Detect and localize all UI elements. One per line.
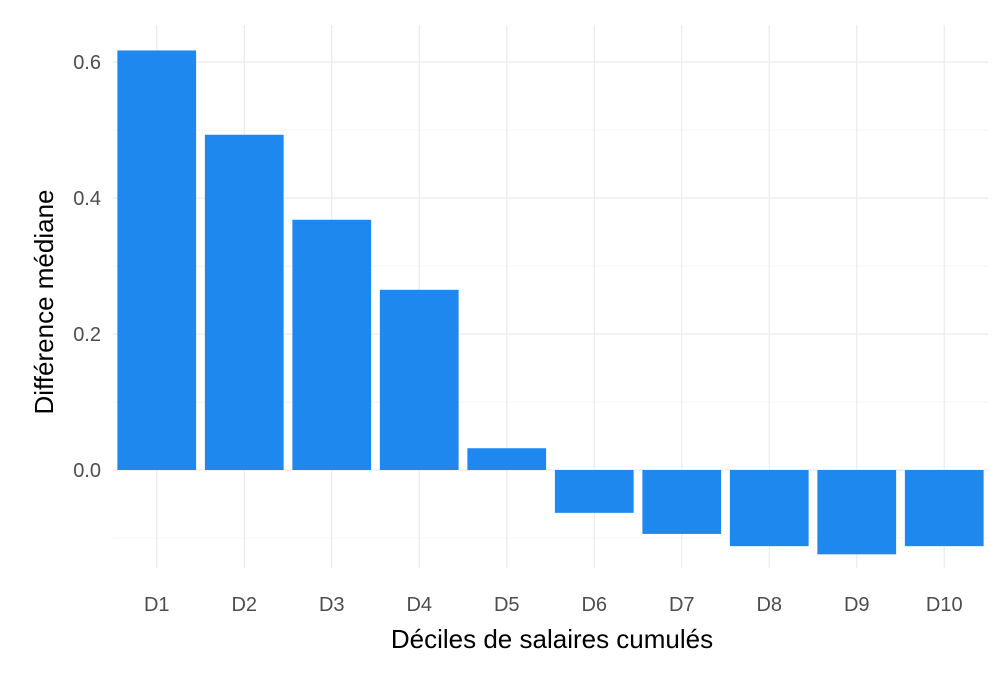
y-tick-label: 0.2 [73, 324, 101, 346]
bar-d4 [379, 289, 459, 470]
x-tick-label: D2 [231, 594, 257, 616]
x-axis-title: Déciles de salaires cumulés [391, 624, 713, 654]
y-axis-title: Différence médiane [29, 190, 59, 415]
x-axis-ticks: D1 D2 D3 D4 D5 D6 D7 D8 D9 D10 [144, 594, 963, 616]
x-tick-label: D8 [756, 594, 782, 616]
bar-d7 [642, 470, 722, 534]
x-tick-label: D10 [926, 594, 963, 616]
bar-d2 [204, 134, 284, 470]
x-tick-label: D4 [406, 594, 432, 616]
x-tick-label: D6 [581, 594, 607, 616]
y-axis-ticks: 0.0 0.2 0.4 0.6 [73, 52, 101, 482]
bar-d1 [117, 50, 197, 470]
bar-d10 [904, 470, 984, 547]
x-tick-label: D9 [844, 594, 870, 616]
y-tick-label: 0.6 [73, 52, 101, 74]
y-tick-label: 0.4 [73, 188, 101, 210]
x-tick-label: D3 [319, 594, 345, 616]
bar-d8 [729, 470, 809, 547]
x-tick-label: D5 [494, 594, 520, 616]
bar-d3 [292, 219, 372, 470]
bar-d6 [554, 470, 634, 513]
x-tick-label: D7 [669, 594, 695, 616]
y-tick-label: 0.0 [73, 460, 101, 482]
bar-d5 [467, 448, 547, 470]
x-tick-label: D1 [144, 594, 170, 616]
bar-d9 [817, 470, 897, 555]
bars [117, 50, 984, 555]
